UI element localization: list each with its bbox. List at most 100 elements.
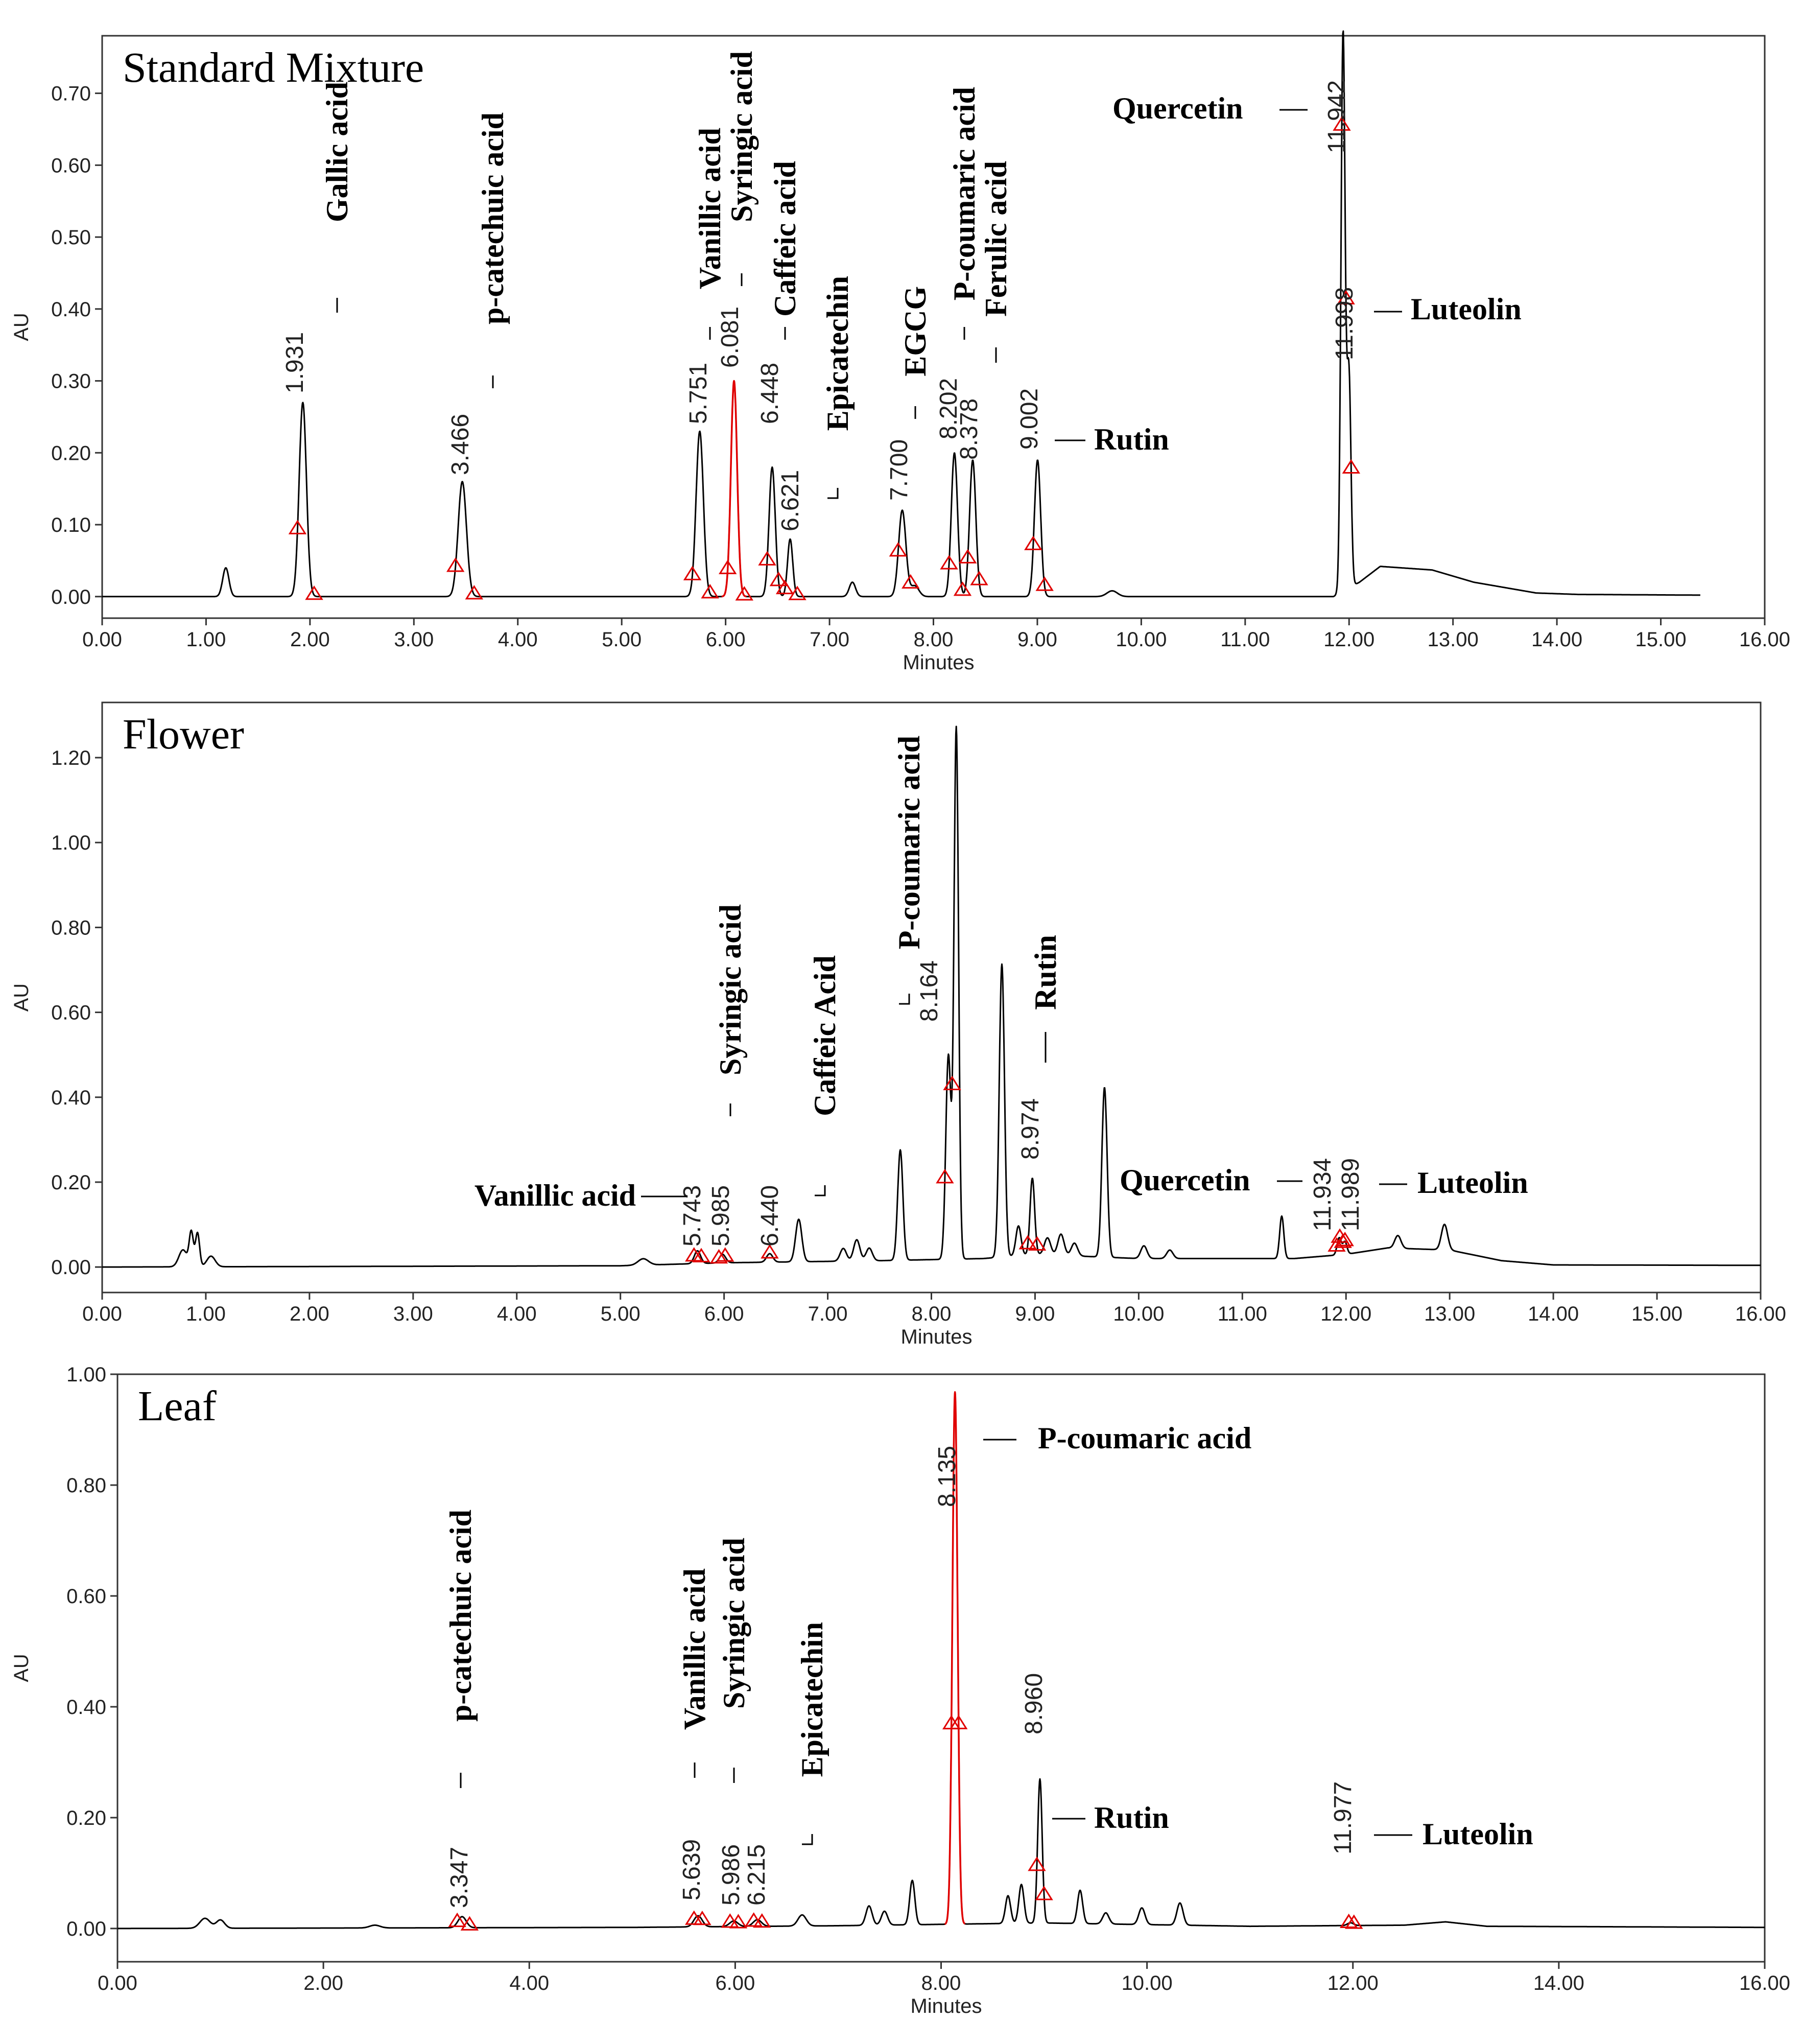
- integration-marker: [460, 1916, 479, 1931]
- integration-marker: [716, 1247, 734, 1262]
- x-tick-label: 10.00: [1122, 1972, 1173, 1994]
- compound-label: p-catechuic acid: [444, 1510, 478, 1722]
- retention-time-label: 11.942: [1323, 80, 1350, 153]
- retention-time-label: 5.986: [718, 1844, 745, 1906]
- x-tick-label: 11.00: [1218, 1303, 1267, 1325]
- retention-time-label: 6.440: [756, 1185, 784, 1247]
- x-tick-label: 4.00: [497, 1303, 537, 1325]
- compound-label: Luteolin: [1422, 1817, 1533, 1851]
- compound-label: Vanillic acid: [693, 128, 727, 289]
- integration-marker: [709, 1249, 728, 1264]
- compound-label: Epicatechin: [821, 276, 855, 431]
- compound-label: Ferulic acid: [979, 161, 1013, 317]
- y-tick-label: 0.00: [66, 1918, 106, 1940]
- y-tick-label: 0.40: [66, 1696, 106, 1719]
- y-tick-label: 0.20: [51, 1171, 91, 1194]
- x-tick-label: 12.00: [1320, 1303, 1371, 1325]
- x-tick-label: 6.00: [706, 628, 746, 651]
- compound-label: Caffeic acid: [768, 161, 802, 317]
- compound-label: P-coumaric acid: [1038, 1421, 1251, 1455]
- compound-label: p-catechuic acid: [476, 112, 510, 324]
- label-leader: [827, 488, 839, 499]
- integration-marker: [902, 574, 920, 589]
- y-tick-label: 0.10: [51, 514, 91, 536]
- integration-marker: [1018, 1235, 1037, 1250]
- y-tick-label: 1.00: [66, 1364, 106, 1386]
- panel-standard-mixture: 0.00 1.00 2.00 3.00 4.00 5.00 6.00 7.00 8.00 9.00…: [10, 30, 1790, 674]
- retention-time-label: 5.751: [685, 363, 712, 424]
- integration-marker: [889, 542, 908, 557]
- integration-marker: [1334, 1233, 1352, 1248]
- x-tick-label: 3.00: [394, 628, 434, 651]
- integration-marker: [788, 585, 807, 600]
- integration-marker: [721, 1913, 740, 1928]
- compound-label: Gallic acid: [320, 82, 354, 222]
- compound-label: Vanillic acid: [475, 1179, 636, 1212]
- x-tick-label: 14.00: [1533, 1972, 1584, 1994]
- integration-marker: [305, 585, 323, 600]
- integration-marker: [940, 555, 958, 570]
- integration-marker: [775, 579, 794, 595]
- chromatogram-trace: [117, 1392, 1765, 1930]
- y-tick-label: 0.40: [51, 1087, 91, 1109]
- retention-time-label: 8.960: [1021, 1673, 1048, 1734]
- y-tick-label: 0.80: [66, 1474, 106, 1497]
- x-tick-label: 14.00: [1531, 628, 1582, 651]
- y-tick-label: 0.50: [51, 226, 91, 249]
- retention-time-label: 8.164: [916, 960, 943, 1022]
- panel-flower: 0.00 1.00 2.00 3.00 4.00 5.00 6.00 7.00 8.00 9.00…: [10, 701, 1786, 1348]
- compound-label: Vanillic acid: [678, 1568, 712, 1730]
- compound-label: Syringic acid: [717, 1538, 751, 1709]
- x-tick-label: 3.00: [393, 1303, 433, 1325]
- x-tick-label: 4.00: [509, 1972, 549, 1994]
- integration-marker: [718, 559, 737, 574]
- y-tick-label: 0.00: [51, 1256, 91, 1279]
- integration-marker: [943, 1075, 961, 1090]
- integration-marker: [753, 1913, 771, 1928]
- retention-time-label: 6.081: [717, 307, 744, 368]
- x-tick-label: 2.00: [290, 628, 330, 651]
- y-tick-label: 1.00: [51, 832, 91, 854]
- integration-marker: [448, 1912, 466, 1928]
- integration-marker: [693, 1910, 712, 1925]
- x-tick-label: 12.00: [1323, 628, 1374, 651]
- x-tick-label: 15.00: [1631, 1303, 1682, 1325]
- x-tick-label: 5.00: [602, 628, 642, 651]
- x-tick-label: 13.00: [1424, 1303, 1475, 1325]
- highlighted-peak: [944, 1391, 966, 1925]
- compound-label: Luteolin: [1411, 292, 1522, 326]
- integration-marker: [744, 1912, 763, 1927]
- compound-label: Quercetin: [1120, 1163, 1250, 1197]
- retention-time-label: 8.378: [956, 398, 983, 460]
- x-tick-label: 7.00: [810, 628, 849, 651]
- compound-label: Syringic acid: [714, 904, 747, 1075]
- integration-marker: [1035, 1886, 1053, 1900]
- compound-label: Quercetin: [1112, 91, 1243, 125]
- integration-marker: [465, 585, 484, 600]
- retention-time-label: 6.215: [743, 1844, 770, 1906]
- y-tick-label: 0.30: [51, 370, 91, 393]
- y-tick-label: 0.80: [51, 917, 91, 939]
- x-tick-label: 13.00: [1428, 628, 1479, 651]
- x-tick-label: 16.00: [1735, 1303, 1786, 1325]
- x-tick-label: 5.00: [601, 1303, 641, 1325]
- integration-marker: [950, 1714, 968, 1729]
- integration-marker: [769, 572, 788, 586]
- x-axis-title: Minutes: [903, 651, 974, 674]
- x-tick-label: 12.00: [1327, 1972, 1379, 1994]
- chromatogram-trace: [102, 725, 1761, 1268]
- label-leader: [899, 994, 910, 1005]
- retention-time-label: 1.931: [281, 332, 309, 393]
- y-tick-label: 0.20: [51, 442, 91, 464]
- integration-marker: [288, 520, 307, 534]
- integration-marker: [953, 581, 972, 596]
- y-tick-label: 0.60: [51, 154, 91, 177]
- x-tick-label: 15.00: [1635, 628, 1687, 651]
- panel-title: Leaf: [138, 1382, 217, 1430]
- x-tick-label: 8.00: [912, 1303, 952, 1325]
- label-leader: [815, 1185, 826, 1196]
- y-tick-label: 0.60: [66, 1585, 106, 1608]
- integration-marker: [1028, 1236, 1047, 1251]
- integration-marker: [446, 557, 465, 572]
